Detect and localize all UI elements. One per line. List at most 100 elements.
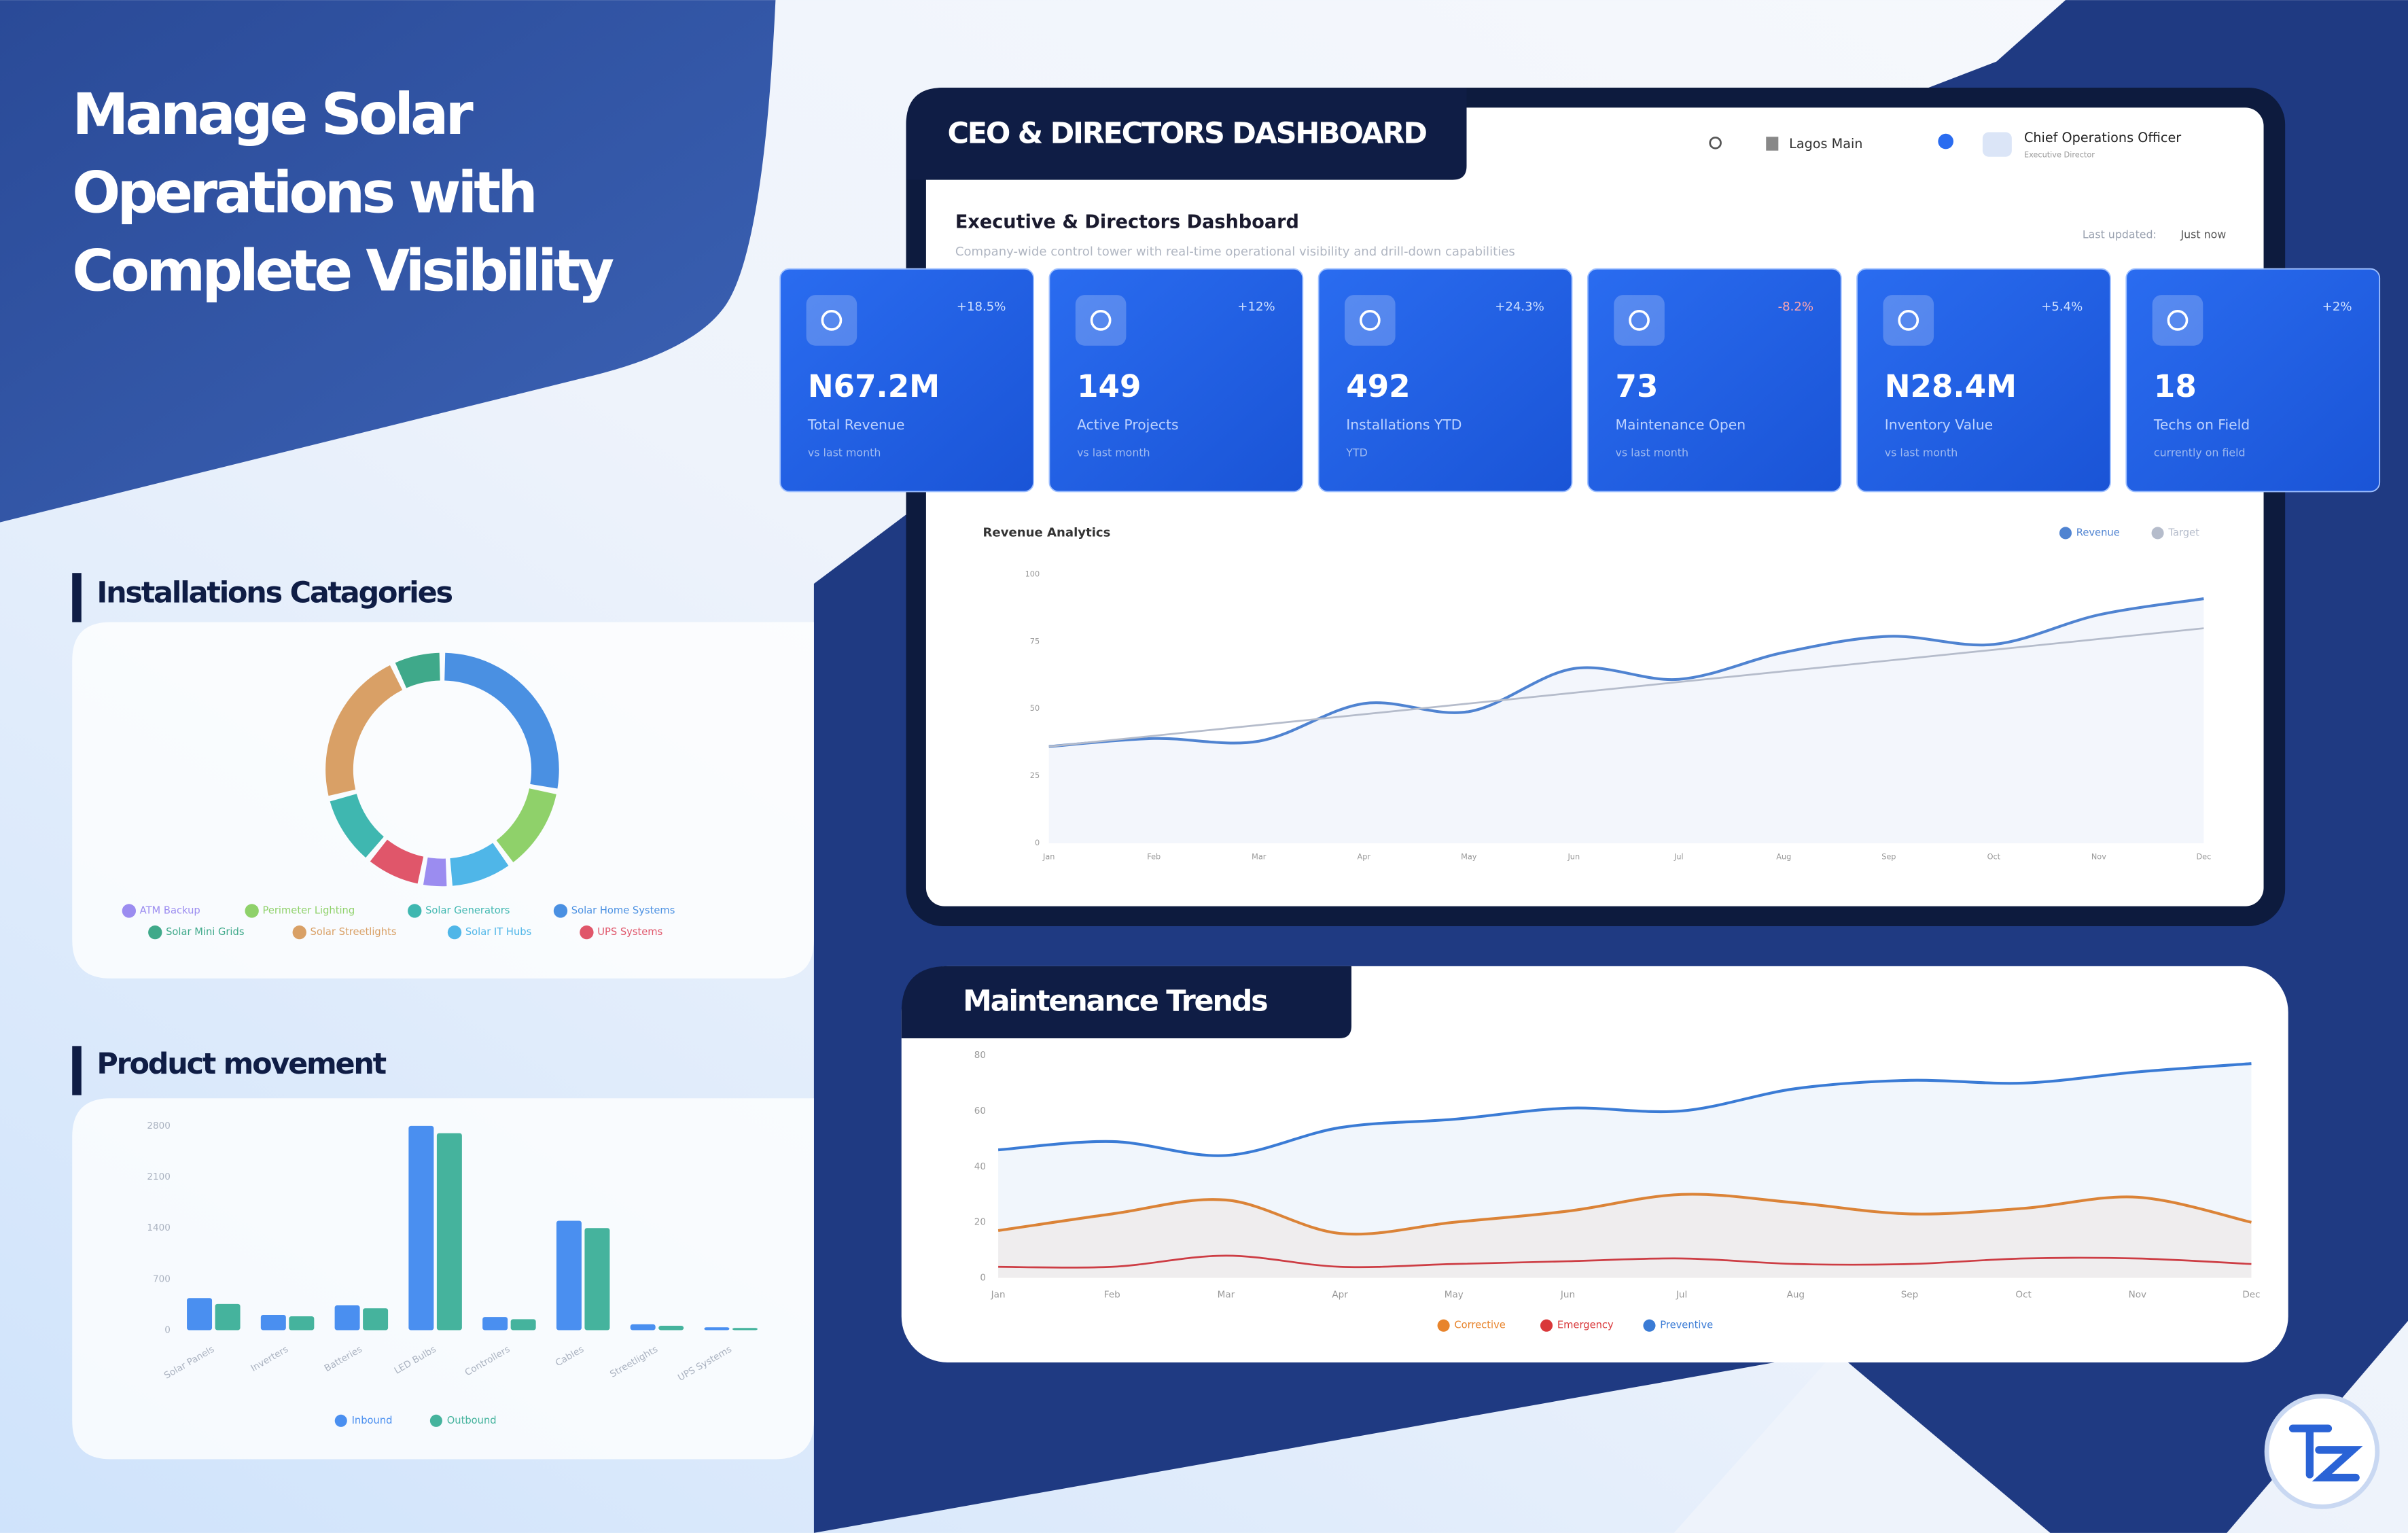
legend-label[interactable]: UPS Systems [597,926,662,938]
x-tick-label: Mar [1218,1290,1235,1301]
x-tick-label: Jan [991,1290,1006,1301]
tab-title: CEO & DIRECTORS DASHBOARD [948,117,1427,151]
kpi-change: +2% [2322,300,2352,314]
pie-segment[interactable] [423,857,447,887]
legend-label[interactable]: Outbound [447,1415,497,1426]
x-tick-label: Oct [1987,852,2001,861]
kpi-card[interactable] [2125,268,2381,493]
bar[interactable] [732,1328,758,1331]
kpi-value: 149 [1077,368,1141,404]
legend-swatch [1437,1319,1450,1332]
pie-segment[interactable] [370,839,424,884]
bar[interactable] [334,1305,360,1331]
kpi-label: Maintenance Open [1616,417,1746,433]
kpi-card[interactable] [1048,268,1304,493]
card [72,622,814,979]
x-tick-label: Oct [2015,1290,2031,1301]
y-tick-label: 75 [1030,637,1040,646]
legend-swatch [245,904,259,918]
y-tick-label: 1400 [147,1222,170,1233]
y-tick-label: 20 [974,1217,986,1228]
legend-label[interactable]: Revenue [2076,527,2120,538]
legend-label[interactable]: Solar IT Hubs [465,926,531,938]
x-tick-label: Apr [1332,1290,1348,1301]
chart-title: Product movement [96,1047,386,1081]
x-tick-label: Sep [1901,1290,1919,1301]
y-tick-label: 100 [1025,569,1040,578]
legend-label[interactable]: Solar Mini Grids [166,926,244,938]
legend-label[interactable]: Solar Home Systems [571,904,675,916]
bar[interactable] [658,1326,684,1331]
x-tick-label: Jul [1674,852,1684,861]
kpi-card[interactable] [1317,268,1573,493]
area [1048,599,2204,844]
legend-label[interactable]: ATM Backup [140,904,200,916]
bar[interactable] [584,1228,610,1331]
bar[interactable] [215,1303,241,1331]
kpi-glyph [1090,310,1112,331]
tab [906,87,1467,180]
kpi-label: Total Revenue [807,417,904,433]
pie-segment[interactable] [449,843,509,886]
kpi-card[interactable] [1587,268,1842,493]
bar[interactable] [704,1327,730,1331]
bell-icon[interactable] [1938,133,1953,149]
chart-title: Revenue Analytics [983,525,1111,540]
pie-segment[interactable] [330,793,385,858]
kpi-value: 73 [1616,368,1659,404]
kpi-value: 18 [2154,368,2197,404]
x-tick-label: Nov [2129,1290,2146,1301]
headline: Manage Solar [72,81,473,147]
bar[interactable] [289,1316,315,1331]
kpi-value: 492 [1346,368,1410,404]
x-tick-label: Nov [2091,852,2106,861]
kpi-glyph [821,310,843,331]
bar[interactable] [260,1314,286,1331]
pie-segment[interactable] [325,665,403,796]
bar[interactable] [510,1319,536,1331]
pie-segment[interactable] [444,652,559,789]
kpi-icon [1345,295,1396,346]
bar[interactable] [436,1133,462,1331]
headline: Complete Visibility [72,238,614,304]
legend-label[interactable]: Preventive [1660,1320,1713,1331]
kpi-icon [1075,295,1127,346]
legend-label[interactable]: Solar Streetlights [311,926,397,938]
logo-mark [2288,1424,2363,1482]
x-tick-label: Feb [1147,852,1161,861]
bar[interactable] [556,1220,582,1331]
bar[interactable] [187,1298,213,1331]
bar[interactable] [408,1125,434,1331]
kpi-label: Installations YTD [1346,417,1462,433]
legend-swatch [122,904,137,918]
kpi-card[interactable] [1856,268,2111,493]
kpi-value: N28.4M [1885,368,2017,404]
bar[interactable] [363,1308,389,1331]
kpi-card[interactable] [779,268,1035,493]
legend-label[interactable]: Target [2167,527,2199,538]
legend-label[interactable]: Perimeter Lighting [262,904,355,916]
kpi-change: +24.3% [1495,300,1544,314]
y-tick-label: 0 [980,1273,986,1284]
y-tick-label: 40 [974,1161,986,1172]
legend-label[interactable]: Inbound [352,1415,393,1426]
bar[interactable] [482,1317,508,1331]
legend-label[interactable]: Corrective [1454,1320,1505,1331]
search-icon[interactable] [1709,137,1722,149]
legend-swatch [408,904,422,918]
x-tick-label: Jan [1042,852,1055,861]
y-tick-label: 2800 [147,1121,170,1131]
line [1048,597,2204,748]
kpi-glyph [2167,310,2189,331]
location[interactable]: Lagos Main [1789,136,1862,152]
x-tick-label: Aug [1787,1290,1805,1301]
avatar[interactable] [1982,132,2012,157]
pie-segment[interactable] [395,652,441,688]
kpi-icon [806,295,857,346]
pie-segment[interactable] [496,788,556,862]
kpi-value: N67.2M [808,368,940,404]
bar[interactable] [630,1324,656,1331]
kpi-change: +5.4% [2041,300,2083,314]
legend-label[interactable]: Emergency [1557,1320,1614,1331]
legend-label[interactable]: Solar Generators [425,904,510,916]
